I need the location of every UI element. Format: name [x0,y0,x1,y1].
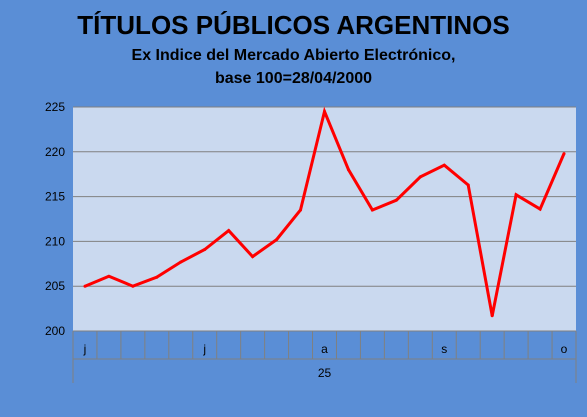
data-point [538,207,542,211]
y-tick-label: 200 [45,324,65,338]
plot-area [73,107,576,331]
x-tick-label: o [561,342,568,356]
data-point [418,175,422,179]
data-point [227,229,231,233]
chart-title: TÍTULOS PÚBLICOS ARGENTINOS [77,10,510,40]
data-point [275,238,279,242]
data-point [155,275,159,279]
x-tick-label: j [202,342,206,356]
x-tick-label: a [321,342,328,356]
x-tick-label: j [83,342,87,356]
data-point [179,260,183,264]
data-point [299,208,303,212]
y-tick-label: 215 [45,190,65,204]
data-point [131,284,135,288]
data-point [466,183,470,187]
data-point [251,255,255,259]
data-point [346,168,350,172]
data-point [514,193,518,197]
chart-subtitle-line-1: Ex Indice del Mercado Abierto Electrónic… [131,47,456,64]
x-tick-label: s [441,342,447,356]
y-tick-label: 205 [45,279,65,293]
data-point [370,208,374,212]
data-point [83,284,87,288]
data-point [442,163,446,167]
data-point [562,152,566,156]
y-tick-label: 210 [45,234,65,248]
data-point [203,247,207,251]
chart-subtitle-line-2: base 100=28/04/2000 [214,70,373,87]
x-year-label: 25 [318,366,332,380]
data-point [107,274,111,278]
data-point [394,198,398,202]
data-point [323,109,326,113]
data-point [490,314,494,318]
y-tick-label: 220 [45,145,65,159]
y-tick-label: 225 [45,100,65,114]
